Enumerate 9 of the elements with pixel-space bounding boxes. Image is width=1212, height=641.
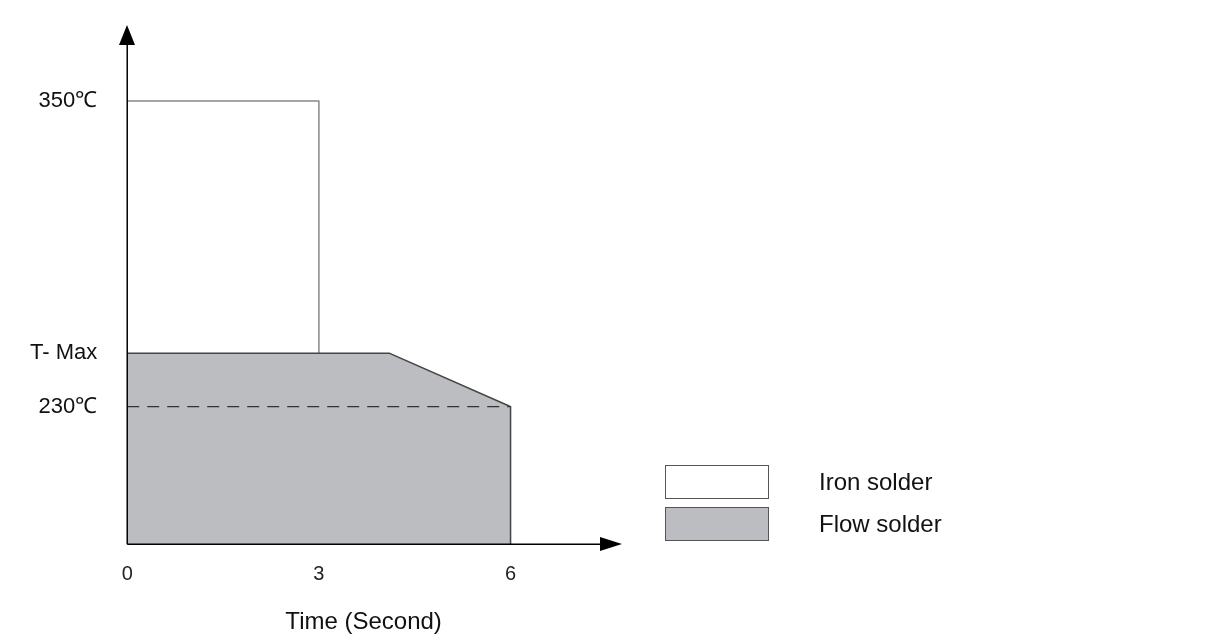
x-tick-label: 3 bbox=[313, 561, 325, 584]
x-tick-label: 6 bbox=[504, 561, 517, 584]
y-tick-label: 230℃ bbox=[38, 392, 98, 418]
x-tick-label: 0 bbox=[121, 561, 133, 584]
x-axis-title: Time (Second) bbox=[285, 607, 442, 635]
y-tick-label: 350℃ bbox=[38, 87, 98, 113]
y-tick-label: T- Max bbox=[29, 339, 98, 365]
legend-label: Flow solder bbox=[819, 510, 942, 538]
text: Iron solder bbox=[819, 468, 933, 496]
